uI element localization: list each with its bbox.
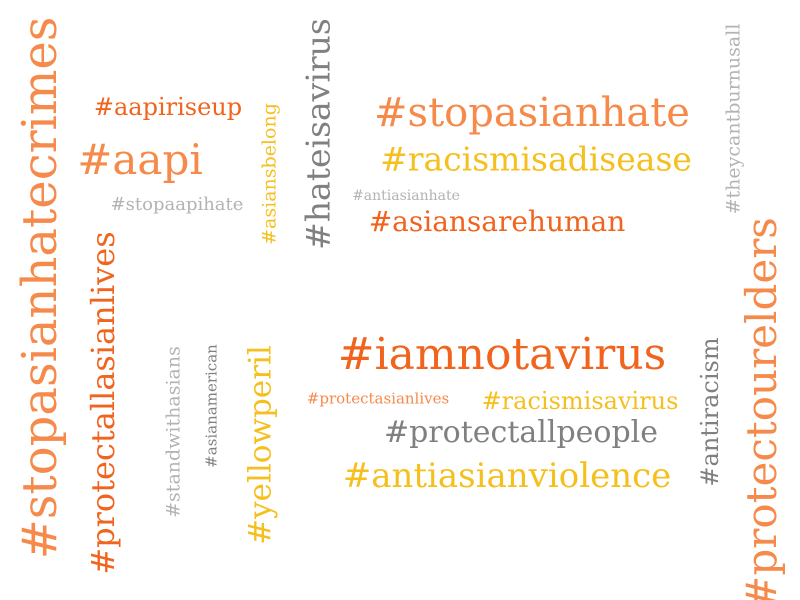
word-aapi: #aapi bbox=[77, 135, 203, 184]
word-antiasianhate: #antiasianhate bbox=[352, 188, 460, 204]
word-racismisavirus: #racismisavirus bbox=[481, 387, 679, 415]
word-asiansbelong: #asiansbelong bbox=[258, 103, 281, 245]
word-stopasianhate: #stopasianhate bbox=[374, 90, 690, 136]
word-protectallpeople: #protectallpeople bbox=[383, 415, 659, 450]
word-antiracism: #antiracism bbox=[696, 337, 724, 487]
word-aapiriseup: #aapiriseup bbox=[93, 93, 243, 121]
word-antiasianviolence: #antiasianviolence bbox=[342, 456, 672, 496]
word-hateisavirus: #hateisavirus bbox=[298, 18, 338, 250]
word-protectourelders: #protectourelders bbox=[737, 217, 786, 600]
word-asiansarehuman: #asiansarehuman bbox=[368, 205, 626, 238]
word-iamnotavirus: #iamnotavirus bbox=[337, 329, 667, 380]
word-standwithasians: #standwithasians bbox=[162, 346, 185, 518]
word-stopaapihate: #stopaapihate bbox=[110, 194, 244, 215]
word-yellowperil: #yellowperil bbox=[242, 345, 279, 545]
word-protectasianlives: #protectasianlives bbox=[306, 389, 450, 408]
word-racismisadisease: #racismisadisease bbox=[380, 139, 692, 179]
word-asianamerican: #asianamerican bbox=[202, 344, 221, 468]
word-theycantburnusall: #theycantburnusall bbox=[722, 23, 745, 215]
word-stopasianhatecrimes: #stopasianhatecrimes bbox=[12, 16, 68, 560]
word-protectallasianlives: #protectallasianlives bbox=[84, 231, 122, 575]
